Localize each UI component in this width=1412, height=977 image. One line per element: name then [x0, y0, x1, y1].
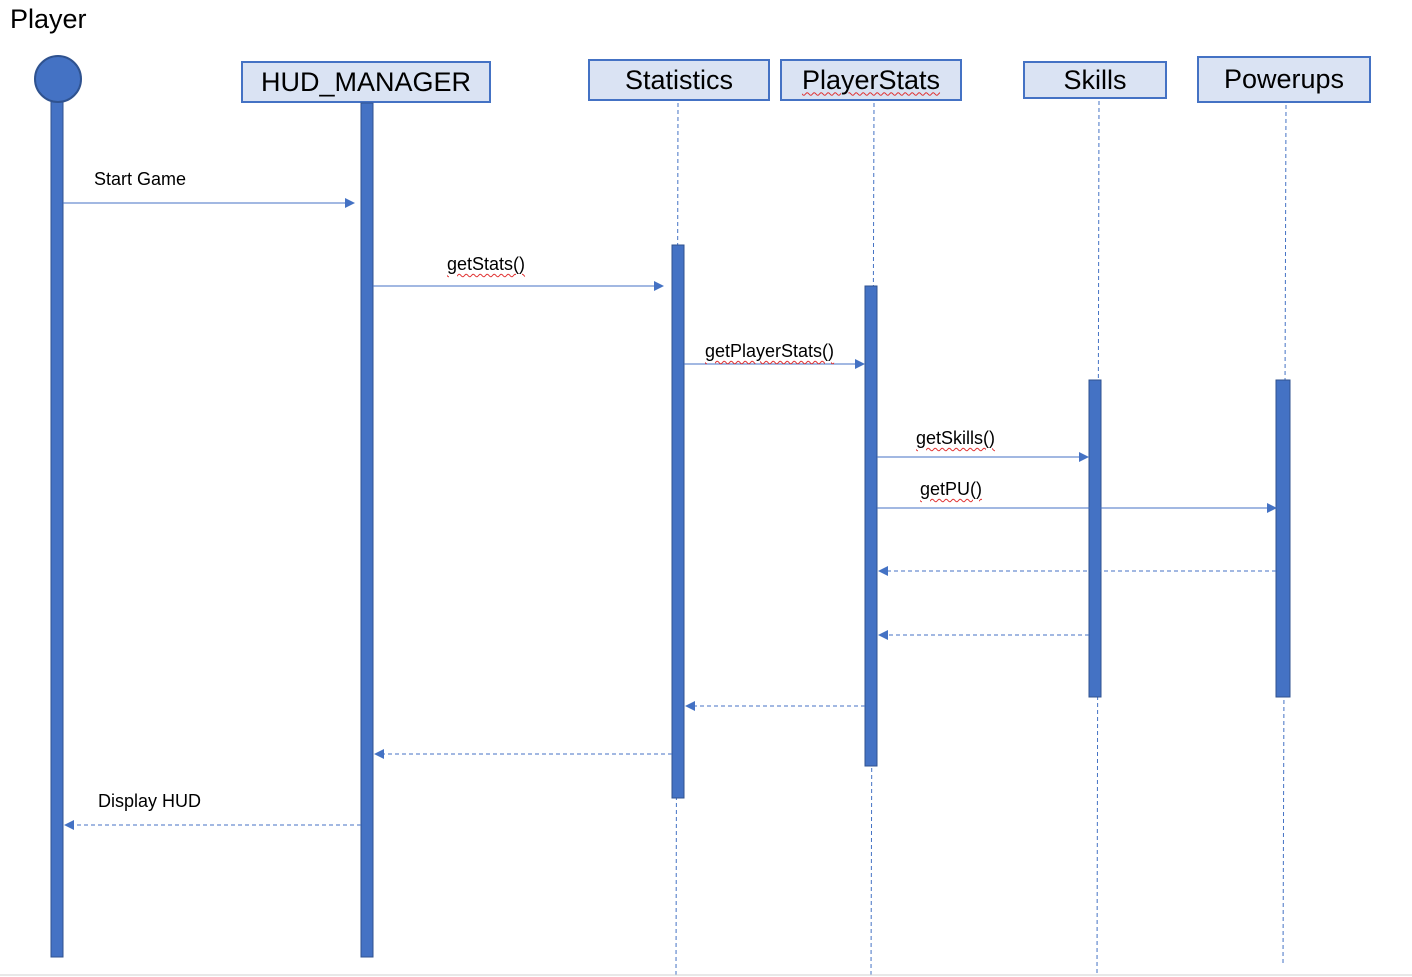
message-label-get-player-stats: getPlayerStats() — [705, 341, 835, 361]
player-activation-bar — [50, 89, 64, 958]
hud-manager-label: HUD_MANAGER — [260, 66, 472, 97]
player-title: Player — [10, 4, 87, 34]
statistics-activation-bar — [671, 244, 685, 799]
skills-label: Skills — [1063, 64, 1127, 95]
hud-manager-activation-bar — [360, 102, 374, 958]
message-label-display-hud: Display HUD — [98, 791, 202, 811]
message-label-get-skills: getSkills() — [916, 428, 996, 448]
message-label-get-pu: getPU() — [920, 479, 983, 499]
powerups-label: Powerups — [1223, 64, 1345, 94]
powerups-activation-bar — [1275, 379, 1291, 698]
message-label-get-stats: getStats() — [447, 254, 526, 274]
player-actor-icon — [34, 55, 82, 103]
playerstats-activation-bar — [864, 285, 878, 767]
skills-box: Skills — [1023, 61, 1167, 99]
powerups-box: Powerups — [1197, 56, 1371, 103]
playerstats-box: PlayerStats — [780, 59, 962, 101]
hud-manager-box: HUD_MANAGER — [241, 61, 491, 103]
skills-activation-bar — [1088, 379, 1102, 698]
playerstats-label: PlayerStats — [801, 64, 941, 95]
message-label-start-game: Start Game — [94, 169, 187, 189]
statistics-box: Statistics — [588, 59, 770, 101]
statistics-label: Statistics — [624, 64, 734, 95]
